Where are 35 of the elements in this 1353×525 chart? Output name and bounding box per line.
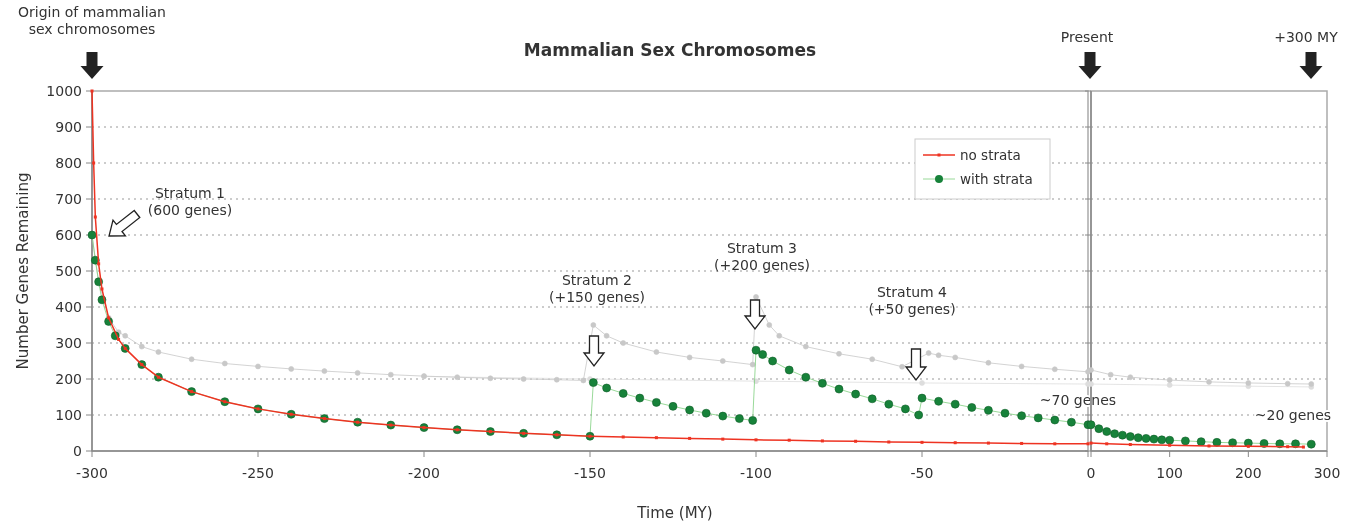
x-tick-label: 300 [1313,465,1341,481]
legend-label: with strata [960,171,1033,187]
y-tick-label: 200 [55,371,82,387]
y-tick-label: 500 [55,263,82,279]
x-tick-label: -100 [740,465,772,481]
annotation: Stratum 4 (+50 genes) [868,284,956,317]
x-tick-label: 200 [1234,465,1262,481]
text: Origin of mammalian sex chromosomes [17,4,167,37]
y-tick-label: 300 [55,335,82,351]
x-axis-title: Time (MY) [636,504,713,522]
y-tick-label: 1000 [46,83,82,99]
x-tick-label: -200 [408,465,440,481]
x-tick-label: -250 [242,465,274,481]
annotation: Stratum 1 (600 genes) [147,185,233,218]
y-axis-title: Number Genes Remaining [14,172,32,370]
y-tick-label: 800 [55,155,82,171]
y-tick-label: 0 [73,443,82,459]
annotation: Stratum 3 (+200 genes) [713,240,811,273]
x-tick-label: -300 [76,465,108,481]
x-tick-label: -50 [910,465,934,481]
legend-label: no strata [960,147,1021,163]
x-tick-label: 0 [1086,465,1096,481]
text: Present [1060,29,1114,45]
annotation: Stratum 2 (+150 genes) [548,272,646,305]
y-tick-label: 600 [55,227,82,243]
x-tick-label: 100 [1156,465,1184,481]
chart-title: Mammalian Sex Chromosomes [523,40,817,60]
text: +300 MY [1274,29,1339,45]
y-tick-label: 400 [55,299,82,315]
x-tick-label: -150 [574,465,606,481]
y-tick-label: 700 [55,191,82,207]
y-tick-label: 100 [55,407,82,423]
annotation: ~70 genes [1039,392,1117,408]
y-tick-label: 900 [55,119,82,135]
annotation: ~20 genes [1254,407,1332,423]
